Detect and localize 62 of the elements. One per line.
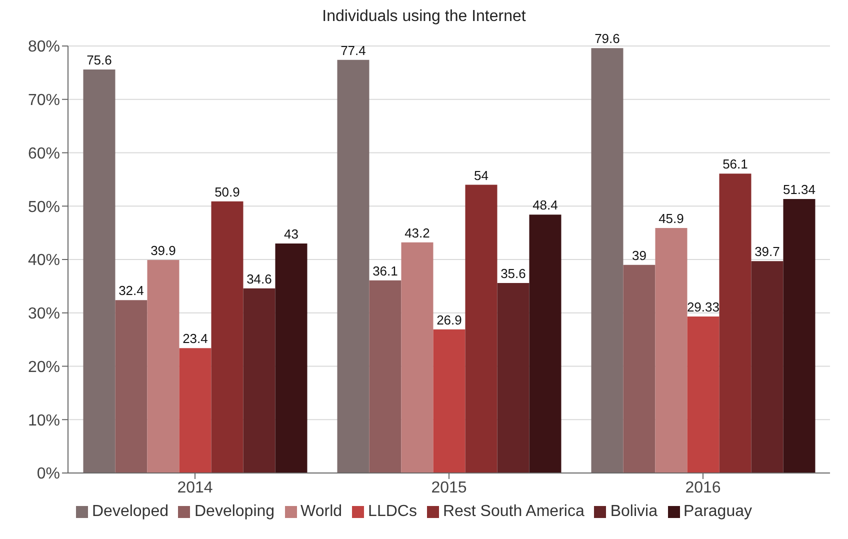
legend-label: Rest South America (442, 503, 584, 520)
bar (401, 242, 434, 473)
bar (147, 260, 180, 473)
bar (275, 243, 308, 473)
x-tick-label: 2014 (177, 479, 213, 496)
bar (591, 48, 624, 473)
data-label: 39 (632, 248, 646, 263)
x-tick-label: 2016 (685, 479, 721, 496)
bar (465, 184, 498, 473)
y-tick-label: 40% (28, 252, 60, 270)
data-label: 54 (474, 168, 488, 183)
bar (211, 201, 244, 473)
bar (497, 282, 530, 473)
legend-label: LLDCs (368, 503, 417, 520)
data-label: 43 (284, 226, 298, 242)
y-tick-label: 20% (28, 358, 60, 376)
bar (719, 174, 752, 473)
legend-label: World (300, 503, 342, 520)
data-label: 39.7 (754, 244, 780, 260)
data-label: 36.1 (372, 263, 398, 278)
data-label: 26.9 (436, 312, 462, 328)
data-label: 43.2 (404, 225, 430, 240)
bar (369, 280, 402, 473)
data-label: 45.9 (658, 211, 684, 226)
data-label: 56.1 (722, 156, 748, 172)
data-label: 79.6 (594, 31, 620, 46)
bar (179, 348, 212, 473)
bar (433, 329, 466, 473)
data-label: 34.6 (246, 271, 272, 286)
bar (529, 214, 562, 473)
bar (751, 261, 784, 473)
data-label: 75.6 (86, 52, 112, 68)
bar (623, 264, 656, 473)
bar (243, 288, 276, 473)
y-tick-label: 0% (36, 466, 60, 483)
chart-title: Individuals using the Internet (321, 8, 527, 26)
data-label: 23.4 (182, 331, 208, 346)
data-label: 51.34 (782, 182, 816, 197)
data-label: 29.33 (686, 299, 720, 314)
legend-label: Developing (194, 503, 275, 520)
bar (687, 316, 720, 473)
y-tick-label: 50% (28, 198, 60, 216)
bar (783, 198, 816, 473)
y-tick-label: 10% (28, 412, 60, 430)
y-tick-label: 70% (28, 92, 60, 110)
data-label: 48.4 (532, 198, 558, 213)
data-label: 50.9 (214, 184, 240, 200)
x-tick-label: 2015 (431, 479, 467, 496)
data-label: 77.4 (340, 42, 366, 58)
y-tick-label: 80% (28, 38, 60, 56)
y-tick-label: 60% (28, 145, 60, 162)
data-label: 39.9 (150, 243, 176, 258)
legend-label: Developed (92, 503, 168, 520)
y-tick-label: 30% (28, 306, 60, 323)
bar (337, 60, 370, 473)
bar (655, 228, 688, 473)
data-label: 32.4 (118, 283, 144, 298)
bar (83, 69, 116, 473)
legend-label: Paraguay (684, 503, 752, 520)
data-label: 35.6 (500, 266, 526, 281)
bar (115, 300, 148, 473)
legend-label: Bolivia (610, 503, 658, 520)
